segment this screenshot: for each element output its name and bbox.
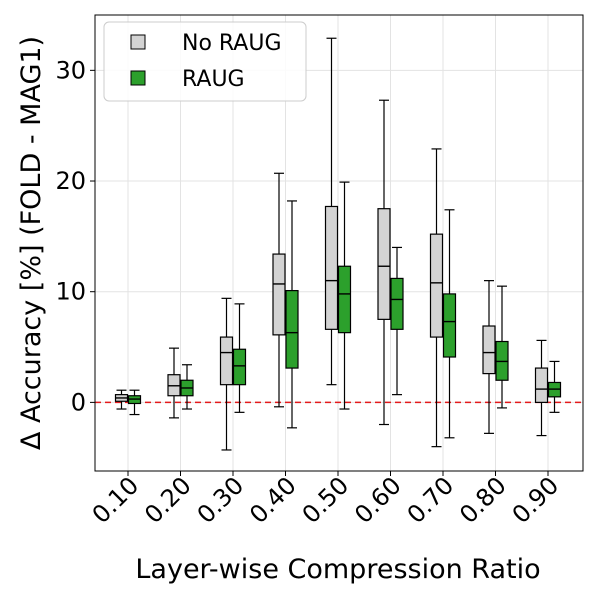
box-raug-0.30: [232, 303, 247, 413]
box-no-raug-0.30: [219, 297, 234, 451]
iqr-box: [482, 325, 496, 375]
legend-label-no-raug: No RAUG: [182, 31, 282, 56]
box-no-raug-0.70: [429, 148, 444, 448]
iqr-box: [232, 348, 247, 386]
y-tick-label: 0: [71, 388, 86, 416]
x-tick-label: 0.80: [454, 471, 512, 529]
iqr-box: [429, 233, 444, 338]
iqr-box: [285, 289, 299, 369]
box-layer: [114, 37, 562, 451]
iqr-box: [272, 253, 286, 336]
box-no-raug-0.60: [377, 99, 391, 426]
iqr-box: [324, 205, 339, 330]
legend-label-raug: RAUG: [182, 67, 245, 92]
y-tick-label: 20: [55, 167, 86, 195]
box-raug-0.60: [390, 246, 404, 396]
box-raug-0.40: [285, 200, 299, 429]
iqr-box: [377, 208, 391, 320]
legend-swatch-raug: [130, 70, 146, 86]
box-raug-0.10: [127, 389, 142, 416]
y-tick-label: 10: [55, 278, 86, 306]
y-axis-title: Δ Accuracy [%] (FOLD - MAG1): [16, 36, 47, 450]
plot-frame: [94, 14, 584, 472]
iqr-box: [442, 293, 457, 358]
box-no-raug-0.80: [482, 280, 496, 434]
box-raug-0.20: [180, 364, 194, 410]
x-axis-title: Layer-wise Compression Ratio: [135, 554, 540, 585]
box-raug-0.50: [337, 181, 352, 410]
x-tick-label: 0.40: [244, 471, 302, 529]
y-tick-label: 30: [55, 56, 86, 84]
x-tick-label: 0.50: [297, 471, 355, 529]
box-no-raug-0.20: [167, 347, 181, 419]
box-raug-0.90: [547, 360, 562, 413]
x-tick-label: 0.10: [87, 471, 145, 529]
legend-frame: [103, 21, 307, 102]
box-no-raug-0.10: [114, 389, 129, 410]
iqr-box: [219, 336, 234, 386]
iqr-box: [337, 265, 352, 334]
box-raug-0.70: [442, 209, 457, 439]
x-tick-label: 0.60: [349, 471, 407, 529]
box-raug-0.80: [495, 285, 509, 409]
box-no-raug-0.50: [324, 37, 339, 386]
x-tick-label: 0.20: [139, 471, 197, 529]
box-no-raug-0.40: [272, 172, 286, 408]
x-tick-label: 0.90: [507, 471, 565, 529]
tick-layer: 0 10 20 30 0.100.200.300.400.500.600.700.800…: [55, 56, 564, 529]
x-tick-label: 0.70: [402, 471, 460, 529]
legend-swatch-no-raug: [130, 34, 146, 50]
iqr-box: [390, 277, 404, 330]
x-tick-label: 0.30: [192, 471, 250, 529]
box-no-raug-0.90: [534, 339, 549, 437]
legend: No RAUG RAUG: [103, 21, 307, 102]
iqr-box: [534, 367, 549, 403]
